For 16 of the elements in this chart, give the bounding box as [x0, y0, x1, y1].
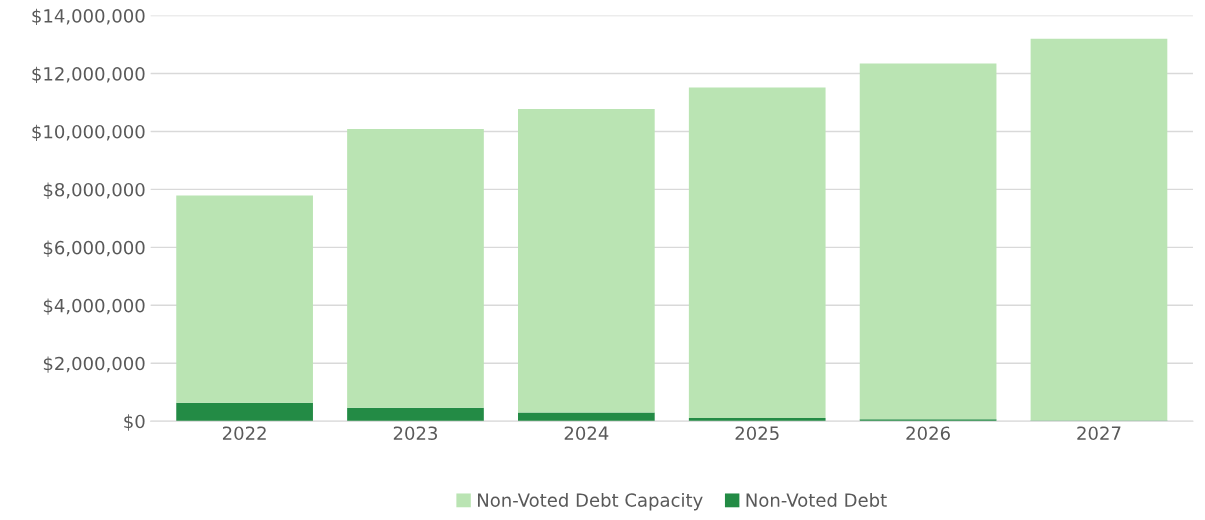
y-tick-label: $12,000,000: [32, 66, 145, 84]
x-tick-label: 2025: [735, 426, 779, 441]
y-tick-label: $4,000,000: [43, 298, 145, 315]
y-tick-label: $2,000,000: [43, 356, 145, 373]
y-tick-label: $10,000,000: [32, 124, 145, 141]
legend-label: Non-Voted Debt Capacity: [478, 492, 703, 511]
y-tick-label: $14,000,000: [32, 8, 145, 26]
x-tick-label: 2023: [393, 426, 438, 441]
x-tick-label: 2024: [564, 426, 609, 441]
y-tick-label: $6,000,000: [43, 240, 145, 257]
x-tick-label: 2026: [906, 426, 950, 441]
x-tick-label: 2022: [222, 426, 266, 441]
legend-label: Non-Voted Debt: [746, 492, 887, 507]
x-tick-label: 2027: [1077, 426, 1121, 441]
y-tick-label: $0: [124, 414, 145, 431]
y-tick-label: $8,000,000: [43, 182, 145, 199]
